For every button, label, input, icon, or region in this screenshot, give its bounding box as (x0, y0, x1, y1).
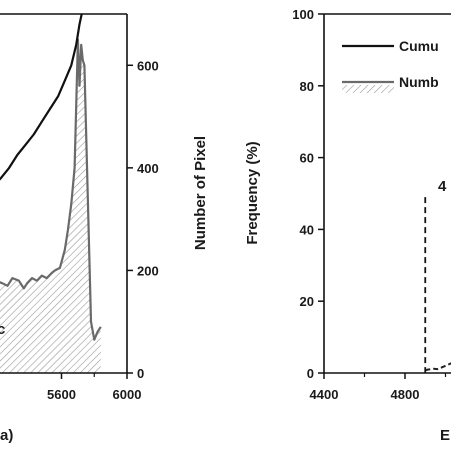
pixel-count-hatched-area (0, 39, 101, 373)
right-x-ticks: 4400 4800 (310, 373, 447, 402)
right-x-axis-label-fragment: E (440, 427, 450, 444)
left-panel: 5600 6000 0 200 400 600 Number of Pixel a) c (0, 13, 209, 444)
pixel-count-series-line (0, 38, 102, 341)
right-annotation-fragment: 4 (438, 178, 447, 195)
legend-swatch-number-hatch (342, 85, 394, 93)
right-y-ticks: 0 20 40 60 80 100 (292, 7, 324, 381)
right-y-tick-label: 100 (292, 7, 314, 22)
right-y-tick-label: 80 (300, 79, 314, 94)
left-x-tick-label: 6000 (113, 387, 142, 402)
right-y-tick-label: 60 (300, 151, 314, 166)
left-x-tick-label: 5600 (47, 387, 76, 402)
right-y-tick-label: 0 (307, 366, 314, 381)
left-y-tick-label: 0 (137, 366, 144, 381)
cumulative-series-line (0, 14, 83, 181)
right-y-tick-label: 20 (300, 294, 314, 309)
left-y-tick-label: 600 (137, 58, 159, 73)
left-x-axis-label-fragment: a) (0, 427, 13, 444)
right-x-tick-label: 4800 (391, 387, 420, 402)
left-right-y-axis-label: Number of Pixel (192, 136, 209, 250)
legend-label-number: Numb (399, 74, 439, 90)
left-y-tick-label: 400 (137, 161, 159, 176)
right-y-axis-label: Frequency (%) (244, 141, 261, 244)
left-annotation-fragment: c (0, 321, 5, 338)
left-right-y-ticks: 0 200 400 600 (127, 58, 159, 381)
legend: Cumu Numb (342, 38, 439, 93)
frequency-series-line (425, 362, 451, 372)
left-x-ticks: 5600 6000 (47, 373, 141, 402)
legend-label-cumulative: Cumu (399, 38, 439, 54)
left-y-tick-label: 200 (137, 263, 159, 278)
right-y-tick-label: 40 (300, 222, 314, 237)
right-x-tick-label: 4400 (310, 387, 339, 402)
